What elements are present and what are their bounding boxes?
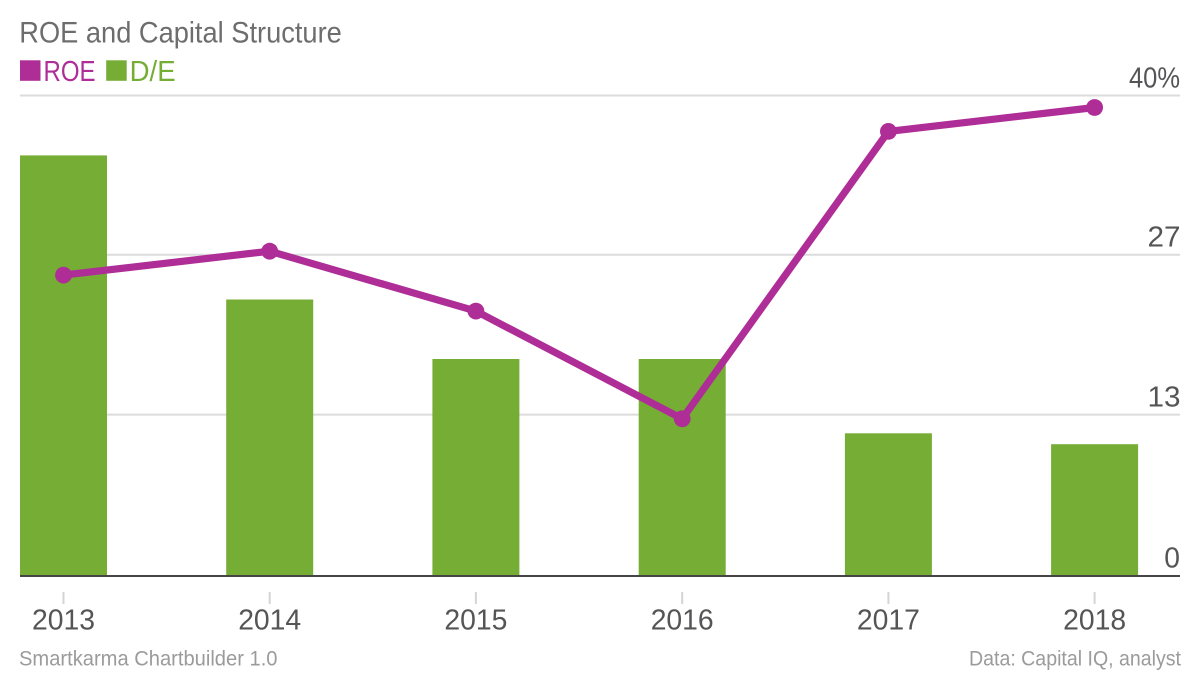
svg-text:13: 13 [1148, 381, 1181, 413]
svg-text:Data: Capital IQ, analyst: Data: Capital IQ, analyst [969, 648, 1181, 671]
svg-text:27: 27 [1148, 222, 1181, 254]
svg-text:Smartkarma Chartbuilder 1.0: Smartkarma Chartbuilder 1.0 [19, 648, 278, 671]
svg-text:2016: 2016 [651, 605, 714, 637]
svg-text:0: 0 [1164, 542, 1180, 574]
svg-text:40%: 40% [1129, 62, 1180, 94]
svg-text:2014: 2014 [238, 605, 301, 637]
svg-text:D/E: D/E [130, 56, 176, 88]
svg-text:2017: 2017 [857, 605, 920, 637]
svg-text:ROE and Capital Structure: ROE and Capital Structure [19, 17, 342, 50]
svg-text:ROE: ROE [44, 56, 96, 88]
svg-text:2018: 2018 [1063, 605, 1126, 637]
svg-text:2015: 2015 [444, 605, 507, 637]
svg-text:2013: 2013 [32, 605, 95, 637]
